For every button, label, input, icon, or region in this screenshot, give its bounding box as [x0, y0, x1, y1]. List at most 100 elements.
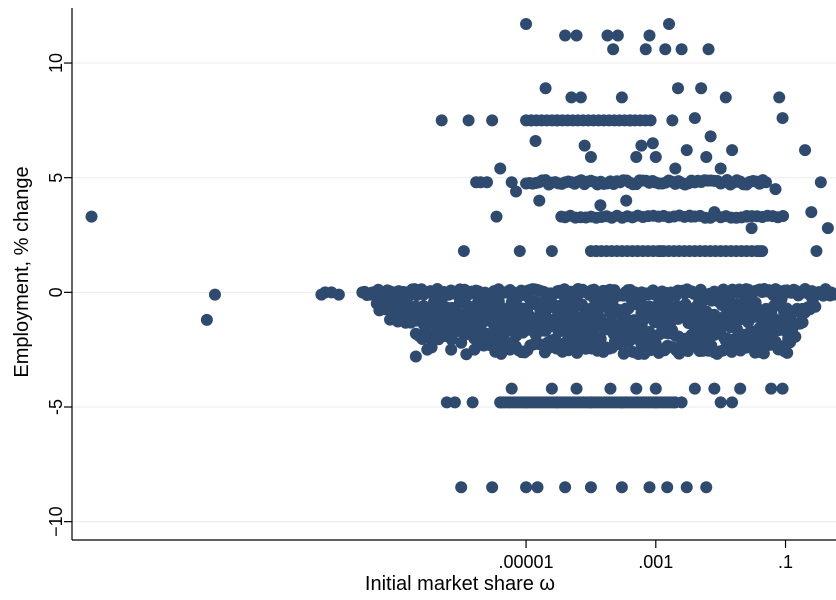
data-point — [611, 29, 624, 42]
data-point — [466, 396, 479, 409]
data-point — [745, 222, 758, 235]
data-point — [470, 176, 483, 189]
data-point — [539, 82, 552, 95]
data-point — [814, 176, 827, 189]
data-point — [574, 91, 587, 104]
data-point — [700, 481, 713, 494]
data-points — [85, 18, 836, 494]
data-point — [799, 144, 812, 157]
data-point — [513, 245, 526, 258]
data-point — [531, 481, 544, 494]
data-point — [607, 43, 620, 56]
data-point — [505, 382, 518, 395]
data-point — [646, 137, 659, 150]
data-point — [520, 18, 533, 31]
data-point — [809, 300, 822, 313]
data-point — [702, 43, 715, 56]
data-point — [630, 151, 643, 164]
data-point — [588, 323, 601, 336]
data-point — [620, 194, 633, 207]
data-point — [601, 29, 614, 42]
data-point — [639, 43, 652, 56]
data-point — [494, 162, 507, 175]
data-point — [644, 114, 657, 127]
y-axis-title: Employment, % change — [11, 166, 33, 377]
data-point — [565, 91, 578, 104]
data-point — [208, 288, 221, 301]
data-point — [435, 114, 448, 127]
data-point — [604, 382, 617, 395]
data-point — [570, 29, 583, 42]
data-point — [505, 176, 518, 189]
y-tick-label: 10 — [46, 53, 66, 73]
data-point — [635, 139, 648, 152]
data-point — [680, 144, 693, 157]
data-point — [680, 481, 693, 494]
data-point — [756, 245, 769, 258]
data-point — [545, 382, 558, 395]
data-point — [714, 396, 727, 409]
data-point — [805, 206, 818, 219]
data-point — [533, 194, 546, 207]
y-tick-label: −10 — [46, 506, 66, 537]
data-point — [510, 185, 523, 198]
data-point — [584, 481, 597, 494]
data-point — [85, 210, 98, 223]
data-point — [726, 396, 739, 409]
data-point — [445, 343, 458, 356]
data-point — [765, 382, 778, 395]
data-point — [486, 114, 499, 127]
data-point — [756, 174, 769, 187]
data-point — [666, 114, 679, 127]
data-point — [796, 316, 809, 329]
data-point — [714, 322, 727, 335]
data-point — [649, 382, 662, 395]
data-point — [462, 114, 475, 127]
data-point — [570, 382, 583, 395]
data-point — [578, 139, 591, 152]
data-point — [468, 343, 481, 356]
data-point — [490, 210, 503, 223]
data-point — [643, 481, 656, 494]
data-point — [542, 321, 555, 334]
y-tick-label: 0 — [46, 287, 66, 297]
data-point — [615, 481, 628, 494]
data-point — [520, 481, 533, 494]
data-point — [757, 347, 770, 360]
data-point — [486, 481, 499, 494]
data-point — [409, 350, 422, 363]
data-point — [784, 336, 797, 349]
x-tick-label: .1 — [778, 552, 793, 572]
data-point — [200, 313, 213, 326]
data-point — [688, 112, 701, 125]
data-point — [615, 91, 628, 104]
data-point — [584, 151, 597, 164]
data-point — [668, 396, 681, 409]
data-point — [810, 245, 823, 258]
data-point — [704, 130, 717, 143]
data-point — [719, 91, 732, 104]
x-tick-label: .00001 — [499, 552, 554, 572]
x-tick-label: .001 — [638, 552, 673, 572]
data-point — [700, 151, 713, 164]
data-point — [714, 162, 727, 175]
data-point — [455, 481, 468, 494]
data-point — [734, 382, 747, 395]
data-point — [661, 481, 674, 494]
data-point — [672, 82, 685, 95]
data-point — [781, 346, 794, 359]
axes — [71, 8, 836, 541]
data-point — [529, 135, 542, 147]
data-point — [828, 288, 836, 301]
ticks: 10 5 0 -5 −10 .00001 .001 .1 — [46, 53, 793, 572]
data-point — [448, 396, 461, 409]
data-point — [457, 245, 470, 258]
data-point — [675, 43, 688, 56]
data-point — [659, 43, 672, 56]
data-point — [773, 91, 786, 104]
data-point — [688, 382, 701, 395]
data-point — [510, 292, 523, 305]
data-point — [669, 162, 682, 175]
